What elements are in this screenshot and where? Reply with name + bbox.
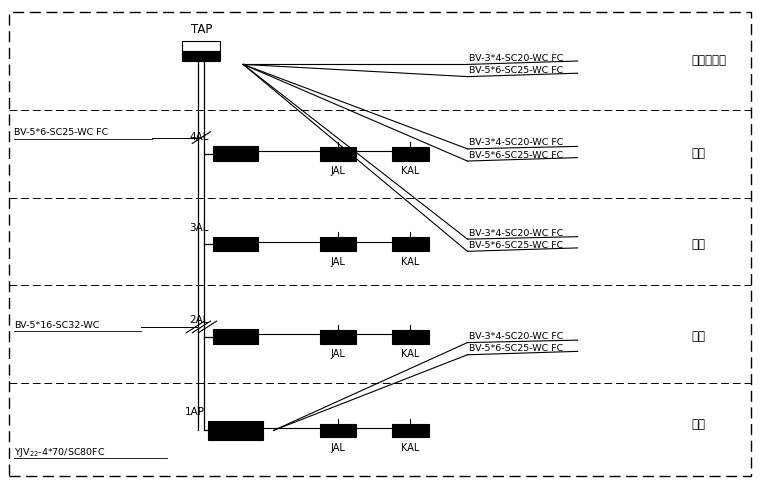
Text: 一层: 一层 [692,418,705,431]
Text: KAL: KAL [401,166,420,176]
Text: JAL: JAL [331,257,346,266]
Bar [392,330,429,344]
Text: 四层: 四层 [692,147,705,160]
Text: BV-5*6-SC25-WC FC: BV-5*6-SC25-WC FC [469,66,563,75]
Text: BV-5*6-SC25-WC FC: BV-5*6-SC25-WC FC [469,345,563,353]
Text: BV-5*6-SC25-WC FC: BV-5*6-SC25-WC FC [469,241,563,250]
Text: JAL: JAL [331,166,346,176]
Text: 2AL: 2AL [189,316,209,325]
Text: JAL: JAL [331,349,346,359]
Bar [392,147,429,161]
Bar [320,237,356,251]
Text: BV-5*16-SC32-WC: BV-5*16-SC32-WC [14,321,99,329]
Text: 三层: 三层 [692,238,705,250]
Text: YJV$_{22}$-4*70/SC80FC: YJV$_{22}$-4*70/SC80FC [14,446,105,459]
Text: KAL: KAL [401,443,420,453]
Bar [320,424,356,437]
Text: KAL: KAL [401,349,420,359]
Bar [213,237,258,251]
Text: BV-5*6-SC25-WC FC: BV-5*6-SC25-WC FC [14,128,108,137]
Bar [213,146,258,161]
Text: BV-3*4-SC20-WC FC: BV-3*4-SC20-WC FC [469,54,563,63]
Text: BV-3*4-SC20-WC FC: BV-3*4-SC20-WC FC [469,229,563,238]
Text: 电梯机房层: 电梯机房层 [692,55,727,67]
Text: BV-5*6-SC25-WC FC: BV-5*6-SC25-WC FC [469,151,563,160]
Bar [213,329,258,344]
Bar [182,41,220,51]
Bar [392,424,429,437]
Text: JAL: JAL [331,443,346,453]
Text: KAL: KAL [401,257,420,266]
Bar [182,51,220,61]
Text: 1AP: 1AP [185,407,204,417]
Text: BV-3*4-SC20-WC FC: BV-3*4-SC20-WC FC [469,332,563,341]
Text: 4AL: 4AL [189,133,209,142]
Bar [208,421,263,440]
Text: BV-3*4-SC20-WC FC: BV-3*4-SC20-WC FC [469,139,563,147]
Text: 二层: 二层 [692,330,705,343]
Bar [320,330,356,344]
Bar [320,147,356,161]
Text: TAP: TAP [191,23,212,36]
Text: 3AL: 3AL [189,223,209,233]
Bar [392,237,429,251]
